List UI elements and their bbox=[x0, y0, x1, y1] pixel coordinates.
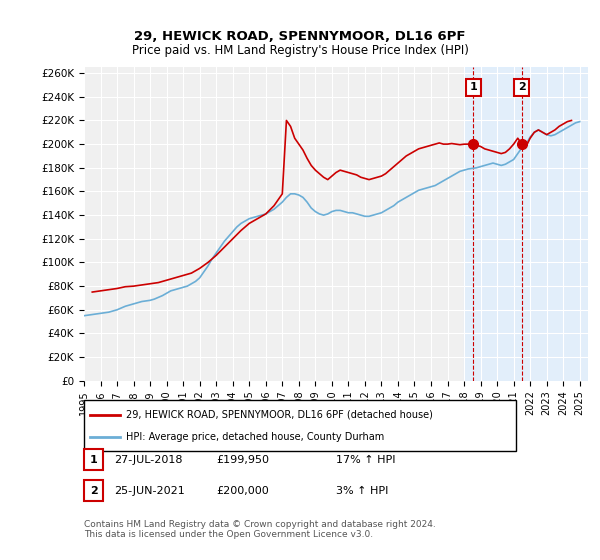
Text: 2: 2 bbox=[518, 82, 526, 92]
Text: £199,950: £199,950 bbox=[216, 455, 269, 465]
Text: 29, HEWICK ROAD, SPENNYMOOR, DL16 6PF: 29, HEWICK ROAD, SPENNYMOOR, DL16 6PF bbox=[134, 30, 466, 43]
Text: 27-JUL-2018: 27-JUL-2018 bbox=[114, 455, 182, 465]
Text: 17% ↑ HPI: 17% ↑ HPI bbox=[336, 455, 395, 465]
Text: HPI: Average price, detached house, County Durham: HPI: Average price, detached house, Coun… bbox=[126, 432, 384, 442]
Text: 1: 1 bbox=[470, 82, 478, 92]
Text: Price paid vs. HM Land Registry's House Price Index (HPI): Price paid vs. HM Land Registry's House … bbox=[131, 44, 469, 57]
Text: £200,000: £200,000 bbox=[216, 486, 269, 496]
Bar bbox=[464, 67, 588, 381]
Text: Contains HM Land Registry data © Crown copyright and database right 2024.
This d: Contains HM Land Registry data © Crown c… bbox=[84, 520, 436, 539]
Text: 25-JUN-2021: 25-JUN-2021 bbox=[114, 486, 185, 496]
Text: 3% ↑ HPI: 3% ↑ HPI bbox=[336, 486, 388, 496]
Text: 2: 2 bbox=[90, 486, 97, 496]
Text: 1: 1 bbox=[90, 455, 97, 465]
Text: 29, HEWICK ROAD, SPENNYMOOR, DL16 6PF (detached house): 29, HEWICK ROAD, SPENNYMOOR, DL16 6PF (d… bbox=[126, 409, 433, 419]
